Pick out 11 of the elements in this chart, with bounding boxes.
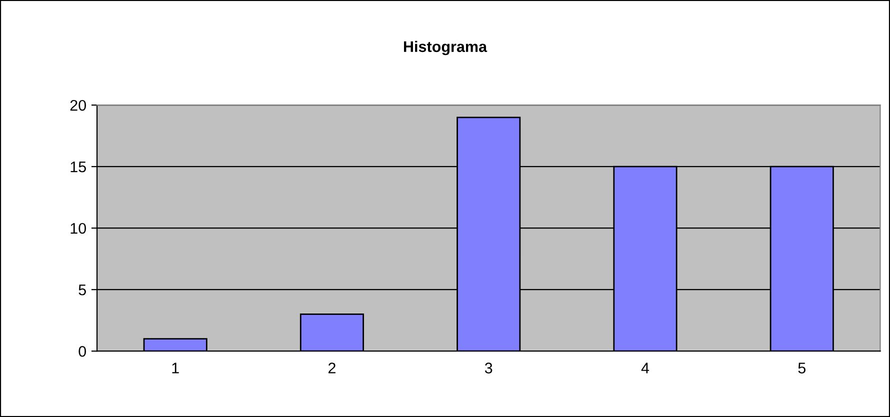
y-tick-label: 10 [70, 222, 86, 234]
x-tick-label: 3 [484, 362, 492, 374]
y-tick-label: 0 [78, 346, 86, 357]
y-tick-label: 5 [78, 284, 86, 296]
y-tick-label: 15 [70, 162, 86, 172]
x-tick-label: 5 [798, 362, 806, 374]
chart-title: Histograma [404, 40, 488, 56]
x-tick-label: 1 [172, 362, 179, 374]
y-tick-label: 20 [70, 100, 86, 111]
x-tick-label: 4 [641, 362, 650, 374]
x-tick-label: 2 [328, 362, 336, 374]
